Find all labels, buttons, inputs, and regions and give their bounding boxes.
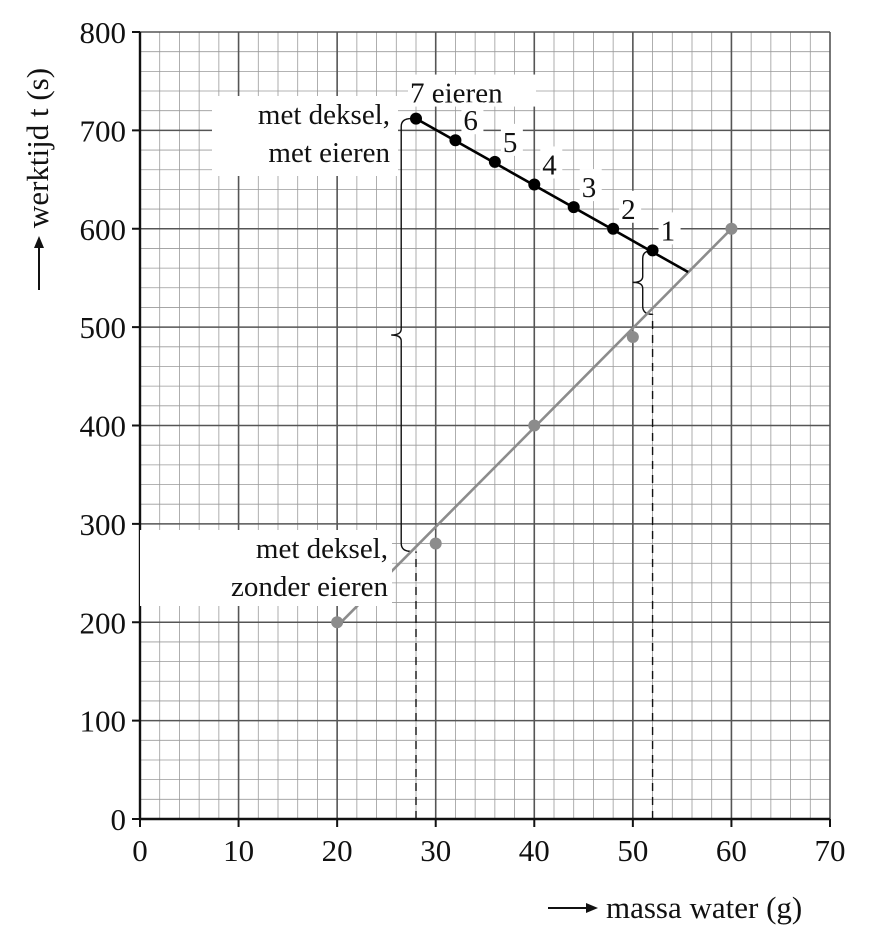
- x-axis-arrowhead: [586, 903, 598, 913]
- y-tick-label: 700: [80, 113, 127, 148]
- point-label: 5: [503, 127, 518, 159]
- point-label-bg: [579, 169, 602, 202]
- x-tick-label: 40: [519, 833, 550, 868]
- x-tick-label: 30: [420, 833, 451, 868]
- anno-top-line1: met deksel,: [258, 99, 390, 131]
- data-point: [331, 616, 344, 629]
- anno-bottom-line2: zonder eieren: [231, 571, 388, 603]
- data-point: [410, 112, 422, 125]
- data-point: [528, 178, 541, 191]
- anno-top-bg: [212, 96, 398, 176]
- guides: [391, 117, 654, 819]
- point-label: 3: [582, 172, 597, 204]
- anno-bottom-line1: met deksel,: [256, 533, 388, 565]
- data-point: [626, 330, 639, 343]
- point-label: 4: [542, 149, 557, 181]
- point-label: 7 eieren: [410, 78, 503, 110]
- y-tick-label: 200: [80, 605, 127, 640]
- point-label-bg: [461, 102, 484, 135]
- point-label-bg: [619, 190, 642, 223]
- y-axis-label: werktijd t (s): [20, 68, 55, 228]
- y-tick-label: 300: [80, 507, 127, 542]
- x-tick-label: 0: [132, 833, 148, 868]
- y-axis-label-text: werktijd t (s): [20, 68, 55, 228]
- data-point: [528, 419, 541, 432]
- data-point: [567, 201, 580, 214]
- point-label-bg: [658, 212, 681, 245]
- data-point: [429, 537, 442, 550]
- x-tick-label: 10: [223, 833, 254, 868]
- x-axis-label: massa water (g): [606, 890, 802, 925]
- point-label: 2: [621, 194, 636, 226]
- x-tick-label: 50: [617, 833, 648, 868]
- data-point: [646, 244, 659, 257]
- data-point: [725, 222, 738, 235]
- series-line-1: [415, 117, 689, 274]
- y-tick-label: 0: [111, 802, 127, 837]
- y-tick-label: 400: [80, 409, 127, 444]
- data-point: [488, 155, 501, 168]
- x-tick-label: 70: [815, 833, 846, 868]
- y-tick-label: 100: [80, 704, 127, 739]
- point-label-bg: [540, 146, 563, 179]
- y-tick-label: 600: [80, 212, 127, 247]
- point-label-bg: [408, 74, 536, 107]
- brace: [391, 117, 412, 553]
- x-tick-label: 20: [322, 833, 353, 868]
- brace: [632, 249, 653, 316]
- y-tick-label: 500: [80, 310, 127, 345]
- y-tick-label: 800: [80, 15, 127, 50]
- anno-top-line2: met eieren: [268, 137, 390, 169]
- data-point: [449, 134, 462, 147]
- x-tick-label: 60: [716, 833, 747, 868]
- point-label: 1: [661, 215, 676, 247]
- y-axis-arrowhead: [34, 236, 44, 248]
- anno-bottom-bg: [140, 530, 392, 606]
- point-label-bg: [500, 123, 523, 156]
- point-label: 6: [463, 105, 478, 137]
- data-point: [607, 222, 620, 235]
